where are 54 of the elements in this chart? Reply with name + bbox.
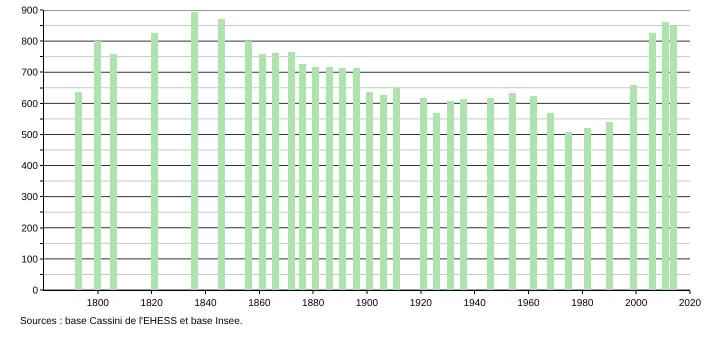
bar: [509, 93, 516, 290]
bar: [288, 52, 295, 290]
bar: [630, 85, 637, 290]
bar: [420, 98, 427, 290]
x-tick-label: 2000: [625, 298, 648, 309]
bar: [312, 67, 319, 290]
y-tick-label: 100: [21, 254, 38, 266]
bar: [151, 33, 158, 290]
bar: [380, 95, 387, 290]
bar: [649, 33, 656, 290]
y-tick-label: 600: [21, 98, 38, 110]
bar: [433, 113, 440, 290]
bar: [584, 128, 591, 290]
y-tick-label: 200: [21, 223, 38, 234]
bar: [460, 99, 467, 290]
bar: [366, 92, 373, 290]
bar: [353, 68, 360, 290]
bar: [218, 19, 225, 290]
x-tick-label: 1980: [571, 298, 594, 309]
bar: [606, 122, 613, 290]
x-tick-label: 1820: [140, 298, 164, 309]
x-tick-label: 1920: [410, 298, 432, 309]
bar: [110, 54, 117, 290]
x-tick-label: 1900: [356, 298, 379, 309]
bar: [487, 98, 494, 290]
y-tick-label: 500: [21, 130, 38, 141]
bar: [245, 41, 252, 290]
x-tick-label: 1800: [86, 298, 110, 309]
bar: [547, 113, 554, 290]
y-tick-label: 800: [21, 36, 38, 48]
x-tick-label: 2020: [678, 298, 702, 309]
bar: [75, 92, 82, 290]
x-tick-label: 1840: [194, 298, 218, 309]
bar: [259, 54, 266, 290]
bar: [393, 88, 400, 290]
y-tick-label: 900: [21, 6, 38, 16]
x-tick-label: 1880: [302, 298, 325, 309]
bar: [94, 41, 101, 290]
bar: [326, 67, 333, 290]
y-tick-label: 0: [32, 286, 38, 296]
x-tick-label: 1940: [464, 298, 486, 309]
bar: [339, 68, 346, 290]
bar: [565, 132, 572, 290]
bar: [447, 101, 454, 290]
source-note: Sources : base Cassini de l'EHESS et base Insee.: [20, 316, 243, 327]
x-tick-label: 1860: [248, 298, 271, 309]
bar: [530, 96, 537, 290]
bar: [191, 12, 198, 290]
x-tick-label: 1960: [517, 298, 540, 309]
y-tick-label: 400: [21, 161, 38, 172]
bar: [299, 64, 306, 290]
y-tick-label: 300: [21, 192, 38, 204]
bar: [272, 53, 279, 290]
y-tick-label: 700: [21, 68, 38, 79]
